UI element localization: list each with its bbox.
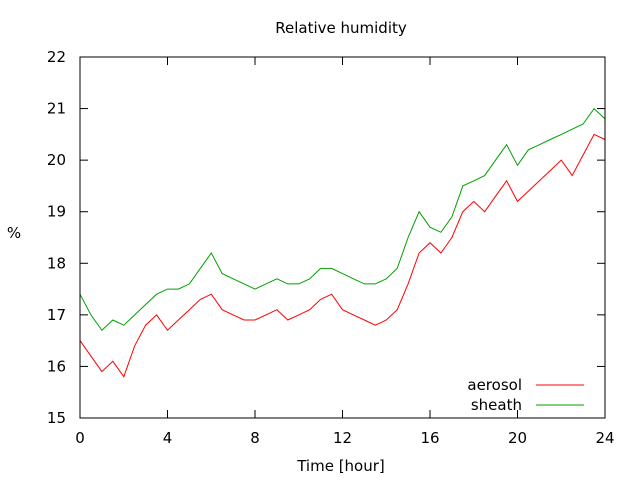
series-line-aerosol (79, 133, 606, 378)
legend-label: aerosol (467, 376, 522, 394)
x-tick-label: 4 (163, 429, 173, 447)
x-tick-label: 0 (75, 429, 85, 447)
plot-frame (79, 56, 606, 419)
y-tick-label: 22 (47, 48, 66, 66)
x-tick-label: 24 (595, 429, 614, 447)
series-line-sheath (79, 107, 606, 332)
x-tick-label: 8 (250, 429, 260, 447)
x-tick-label: 16 (420, 429, 439, 447)
legend: aerosol sheath (467, 376, 584, 414)
y-tick-label: 15 (47, 409, 66, 427)
y-tick-label: 16 (47, 357, 66, 375)
y-tick-label: 18 (47, 254, 66, 272)
y-tick-label: 17 (47, 306, 66, 324)
legend-label: sheath (471, 396, 522, 414)
axis-ticks: 0 4 8 12 16 20 24 15 16 17 18 19 20 21 22 (47, 48, 615, 447)
x-tick-label: 12 (333, 429, 352, 447)
x-axis-label: Time [hour] (296, 457, 385, 475)
chart-title: Relative humidity (275, 19, 407, 37)
series-lines (79, 107, 606, 378)
y-axis-label: % (7, 224, 21, 242)
y-tick-label: 21 (47, 100, 66, 118)
y-tick-label: 19 (47, 203, 66, 221)
y-tick-label: 20 (47, 151, 66, 169)
x-tick-label: 20 (508, 429, 527, 447)
